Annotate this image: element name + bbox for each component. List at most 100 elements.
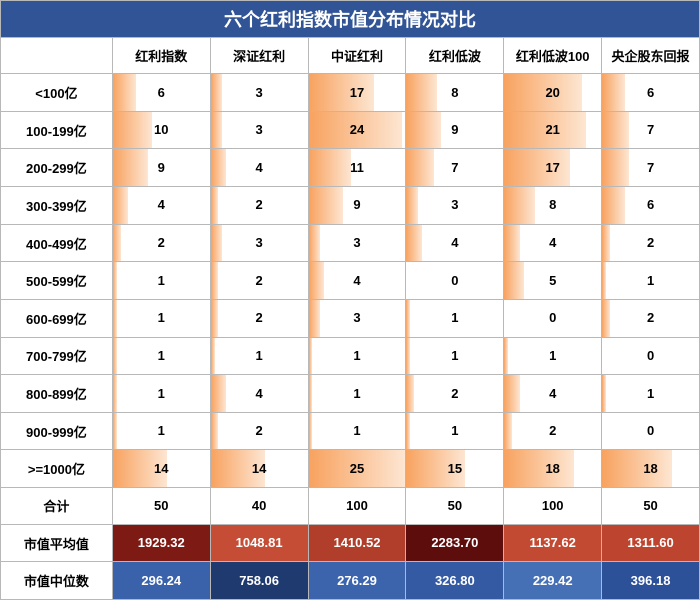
cell-value: 326.80 bbox=[406, 563, 503, 599]
row-label: 800-899亿 bbox=[1, 375, 113, 413]
median-cell: 396.18 bbox=[602, 562, 700, 600]
bar-cell: 3 bbox=[210, 224, 308, 262]
cell-value: 2 bbox=[211, 263, 308, 299]
row-label: 100-199亿 bbox=[1, 111, 113, 149]
bar-cell: 5 bbox=[504, 262, 602, 300]
bar-cell: 21 bbox=[504, 111, 602, 149]
cell-value: 10 bbox=[113, 112, 210, 148]
total-cell: 50 bbox=[406, 488, 504, 525]
column-header: 红利指数 bbox=[112, 37, 210, 74]
bar-cell: 1 bbox=[210, 337, 308, 375]
cell-value: 14 bbox=[113, 451, 210, 487]
bar-cell: 2 bbox=[602, 299, 700, 337]
cell-value: 1 bbox=[113, 376, 210, 412]
cell-value: 2 bbox=[211, 300, 308, 336]
cell-value: 1 bbox=[113, 413, 210, 449]
cell-value: 9 bbox=[113, 150, 210, 186]
cell-value: 276.29 bbox=[309, 563, 406, 599]
row-label: 600-699亿 bbox=[1, 299, 113, 337]
bar-cell: 9 bbox=[406, 111, 504, 149]
median-cell: 758.06 bbox=[210, 562, 308, 600]
bar-cell: 6 bbox=[602, 74, 700, 112]
bar-cell: 1 bbox=[406, 299, 504, 337]
column-header: 深证红利 bbox=[210, 37, 308, 74]
bar-cell: 2 bbox=[406, 375, 504, 413]
cell-value: 2283.70 bbox=[406, 525, 503, 561]
bar-cell: 1 bbox=[308, 412, 406, 450]
cell-value: 8 bbox=[406, 75, 503, 111]
cell-value: 1410.52 bbox=[309, 525, 406, 561]
cell-value: 2 bbox=[113, 225, 210, 261]
bar-cell: 1 bbox=[112, 375, 210, 413]
bar-cell: 3 bbox=[210, 74, 308, 112]
cell-value: 2 bbox=[211, 187, 308, 223]
avg-cell: 1048.81 bbox=[210, 524, 308, 562]
avg-cell: 1311.60 bbox=[602, 524, 700, 562]
cell-value: 4 bbox=[211, 150, 308, 186]
bar-cell: 1 bbox=[504, 337, 602, 375]
cell-value: 25 bbox=[309, 451, 406, 487]
bar-cell: 17 bbox=[504, 149, 602, 187]
median-cell: 326.80 bbox=[406, 562, 504, 600]
avg-cell: 1929.32 bbox=[112, 524, 210, 562]
total-cell: 100 bbox=[504, 488, 602, 525]
median-cell: 276.29 bbox=[308, 562, 406, 600]
market-cap-distribution-table: 六个红利指数市值分布情况对比红利指数深证红利中证红利红利低波红利低波100央企股… bbox=[0, 0, 700, 600]
bar-cell: 1 bbox=[308, 337, 406, 375]
cell-value: 20 bbox=[504, 75, 601, 111]
bar-cell: 0 bbox=[406, 262, 504, 300]
cell-value: 4 bbox=[211, 376, 308, 412]
bar-cell: 4 bbox=[504, 224, 602, 262]
cell-value: 229.42 bbox=[504, 563, 601, 599]
cell-value: 1 bbox=[113, 263, 210, 299]
bar-cell: 4 bbox=[504, 375, 602, 413]
bar-cell: 25 bbox=[308, 450, 406, 488]
cell-value: 1 bbox=[309, 376, 406, 412]
row-label: 900-999亿 bbox=[1, 412, 113, 450]
cell-value: 0 bbox=[504, 300, 601, 336]
cell-value: 1 bbox=[602, 376, 699, 412]
row-label: 300-399亿 bbox=[1, 187, 113, 225]
cell-value: 1 bbox=[504, 338, 601, 374]
cell-value: 18 bbox=[504, 451, 601, 487]
cell-value: 6 bbox=[602, 75, 699, 111]
cell-value: 0 bbox=[602, 413, 699, 449]
bar-cell: 15 bbox=[406, 450, 504, 488]
cell-value: 2 bbox=[602, 225, 699, 261]
cell-value: 3 bbox=[309, 225, 406, 261]
cell-value: 1 bbox=[406, 413, 503, 449]
table: 六个红利指数市值分布情况对比红利指数深证红利中证红利红利低波红利低波100央企股… bbox=[0, 0, 700, 600]
total-cell: 40 bbox=[210, 488, 308, 525]
bar-cell: 2 bbox=[504, 412, 602, 450]
bar-cell: 4 bbox=[406, 224, 504, 262]
row-label: 合计 bbox=[1, 488, 113, 525]
row-label: 市值平均值 bbox=[1, 524, 113, 562]
total-cell: 100 bbox=[308, 488, 406, 525]
cell-value: 4 bbox=[406, 225, 503, 261]
cell-value: 6 bbox=[113, 75, 210, 111]
cell-value: 24 bbox=[309, 112, 406, 148]
bar-cell: 1 bbox=[112, 262, 210, 300]
cell-value: 1 bbox=[113, 338, 210, 374]
cell-value: 1929.32 bbox=[113, 525, 210, 561]
bar-cell: 18 bbox=[602, 450, 700, 488]
bar-cell: 3 bbox=[406, 187, 504, 225]
bar-cell: 3 bbox=[210, 111, 308, 149]
cell-value: 2 bbox=[504, 413, 601, 449]
bar-cell: 8 bbox=[406, 74, 504, 112]
total-cell: 50 bbox=[112, 488, 210, 525]
cell-value: 17 bbox=[504, 150, 601, 186]
median-cell: 229.42 bbox=[504, 562, 602, 600]
bar-cell: 4 bbox=[112, 187, 210, 225]
row-label: 200-299亿 bbox=[1, 149, 113, 187]
bar-cell: 14 bbox=[210, 450, 308, 488]
cell-value: 0 bbox=[406, 263, 503, 299]
bar-cell: 20 bbox=[504, 74, 602, 112]
bar-cell: 1 bbox=[602, 375, 700, 413]
cell-value: 11 bbox=[309, 150, 406, 186]
cell-value: 1 bbox=[309, 413, 406, 449]
bar-cell: 17 bbox=[308, 74, 406, 112]
cell-value: 296.24 bbox=[113, 563, 210, 599]
bar-cell: 0 bbox=[602, 412, 700, 450]
bar-cell: 1 bbox=[112, 337, 210, 375]
